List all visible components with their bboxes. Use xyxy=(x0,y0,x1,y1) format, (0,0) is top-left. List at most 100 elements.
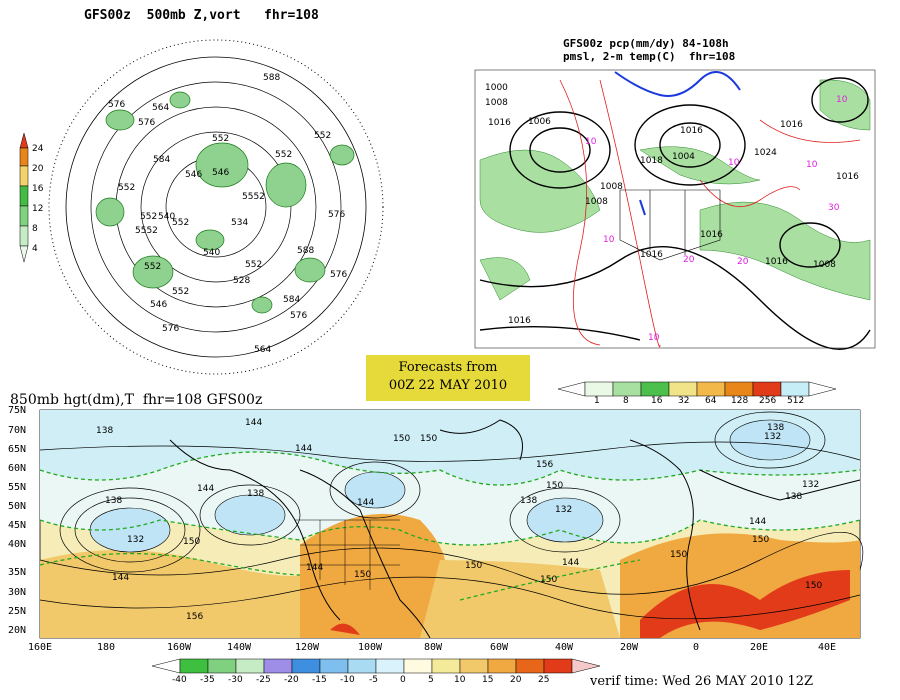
height-label: 144 xyxy=(295,444,313,454)
height-label: 150 xyxy=(420,434,438,444)
lon-label: 160W xyxy=(167,642,192,653)
mercator-map-title: 850mb hgt(dm),T fhr=108 GFS00z xyxy=(10,392,263,408)
temp-colorbar-tick: 20 xyxy=(510,675,522,685)
polar-contour-label: 552 xyxy=(314,131,332,141)
pressure-label: 1008 xyxy=(485,98,508,108)
lat-label: 25N xyxy=(8,606,27,617)
pressure-label: 1024 xyxy=(754,148,777,158)
temp-colorbar-tick: 0 xyxy=(400,675,406,685)
height-label: 132 xyxy=(802,480,820,490)
temp-label: 10 xyxy=(836,95,848,105)
lat-label: 65N xyxy=(8,444,27,455)
precip-colorbar-tick: 16 xyxy=(651,396,663,406)
pressure-label: 1016 xyxy=(700,230,723,240)
lat-label: 20N xyxy=(8,625,27,636)
lat-label: 75N xyxy=(8,405,27,416)
pressure-label: 1008 xyxy=(585,197,608,207)
polar-contour-label: 584 xyxy=(283,295,301,305)
precip-colorbar-tick: 8 xyxy=(623,396,629,406)
hot-region xyxy=(330,623,360,635)
pressure-label: 1016 xyxy=(640,250,663,260)
polar-contour-label: 552 xyxy=(275,150,293,160)
polar-contour-label: 528 xyxy=(233,276,251,286)
freezing-line xyxy=(614,71,741,216)
polar-contour-label: 5552 xyxy=(135,226,158,236)
warm-atlantic xyxy=(420,560,620,638)
pressure-label: 1008 xyxy=(600,182,623,192)
polar-colorbar-tick: 12 xyxy=(32,204,44,214)
low-center xyxy=(729,419,811,461)
pressure-label: 1016 xyxy=(508,316,531,326)
coastlines xyxy=(169,419,861,639)
polar-contour xyxy=(140,131,292,283)
polar-contour-label: 564 xyxy=(152,103,170,113)
warm-north-america xyxy=(300,513,447,638)
lon-label: 40E xyxy=(818,642,837,653)
lon-label: 160E xyxy=(28,642,53,653)
temp-colorbar-tick: 25 xyxy=(538,675,550,685)
polar-contour xyxy=(90,81,342,333)
polar-colorbar-tick: 8 xyxy=(32,224,38,234)
temp-colorbar-tick: -20 xyxy=(284,675,299,685)
lon-label: 120W xyxy=(295,642,320,653)
height-label: 144 xyxy=(357,498,375,508)
polar-contour-label: 552 xyxy=(172,287,190,297)
precip-colorbar-tick: 512 xyxy=(787,396,805,406)
polar-contour-label: 552 xyxy=(118,183,136,193)
lon-label: 180 xyxy=(97,642,116,653)
polar-contour-label: 552 xyxy=(144,262,162,272)
pressure-label: 1016 xyxy=(836,172,859,182)
height-label: 138 xyxy=(247,489,265,499)
lat-label: 30N xyxy=(8,587,27,598)
polar-contour-label: 540 xyxy=(203,248,221,258)
temp-label: 10 xyxy=(648,333,660,343)
vorticity-blobs xyxy=(95,91,355,314)
polar-map xyxy=(48,39,384,375)
temp-label: 10 xyxy=(585,137,597,147)
height-label: 132 xyxy=(764,432,782,442)
polar-contour-label: 540 xyxy=(158,212,176,222)
polar-colorbar-tick: 24 xyxy=(32,144,44,154)
height-label: 150 xyxy=(465,561,483,571)
lon-label: 0 xyxy=(693,642,700,653)
polar-contour-label: 576 xyxy=(290,311,308,321)
lat-label: 60N xyxy=(8,463,27,474)
height-label: 150 xyxy=(393,434,411,444)
polar-colorbar-tick: 16 xyxy=(32,184,44,194)
hot-region xyxy=(640,570,850,638)
lon-label: 100W xyxy=(358,642,383,653)
polar-contour-label: 564 xyxy=(254,345,272,355)
temp-colorbar-tick: 15 xyxy=(482,675,494,685)
lat-label: 70N xyxy=(8,425,27,436)
temp-colorbar-tick: -10 xyxy=(340,675,355,685)
height-label: 156 xyxy=(186,612,204,622)
polar-colorbar xyxy=(19,132,29,263)
polar-contour xyxy=(65,56,367,358)
verif-time: verif time: Wed 26 MAY 2010 12Z xyxy=(590,674,814,689)
political-borders xyxy=(295,519,400,590)
lon-label: 20W xyxy=(620,642,639,653)
polar-contour-label: 552 xyxy=(212,134,230,144)
low-center xyxy=(214,494,286,536)
height-label: 144 xyxy=(749,517,767,527)
precip-colorbar-tick: 128 xyxy=(731,396,749,406)
height-contours xyxy=(39,411,864,620)
polar-contour-label: 576 xyxy=(328,210,346,220)
pressure-label: 1004 xyxy=(672,152,695,162)
temp-label: 20 xyxy=(737,257,749,267)
temp-colorbar-tick: -25 xyxy=(256,675,271,685)
precip-colorbar xyxy=(557,381,837,397)
temp-colorbar xyxy=(151,658,601,674)
pressure-label: 1008 xyxy=(813,260,836,270)
height-label: 138 xyxy=(105,496,123,506)
polar-contour-label: 552 xyxy=(140,212,158,222)
pressure-label: 1016 xyxy=(680,126,703,136)
lon-label: 40W xyxy=(555,642,574,653)
regional-map-title-line2: pmsl, 2-m temp(C) fhr=108 xyxy=(563,50,736,63)
temp-colorbar-tick: -5 xyxy=(369,675,378,685)
banner-line2: 00Z 22 MAY 2010 xyxy=(388,378,508,393)
temp-label: 10 xyxy=(806,160,818,170)
polar-contour-label: 546 xyxy=(185,170,203,180)
height-label: 132 xyxy=(127,535,145,545)
